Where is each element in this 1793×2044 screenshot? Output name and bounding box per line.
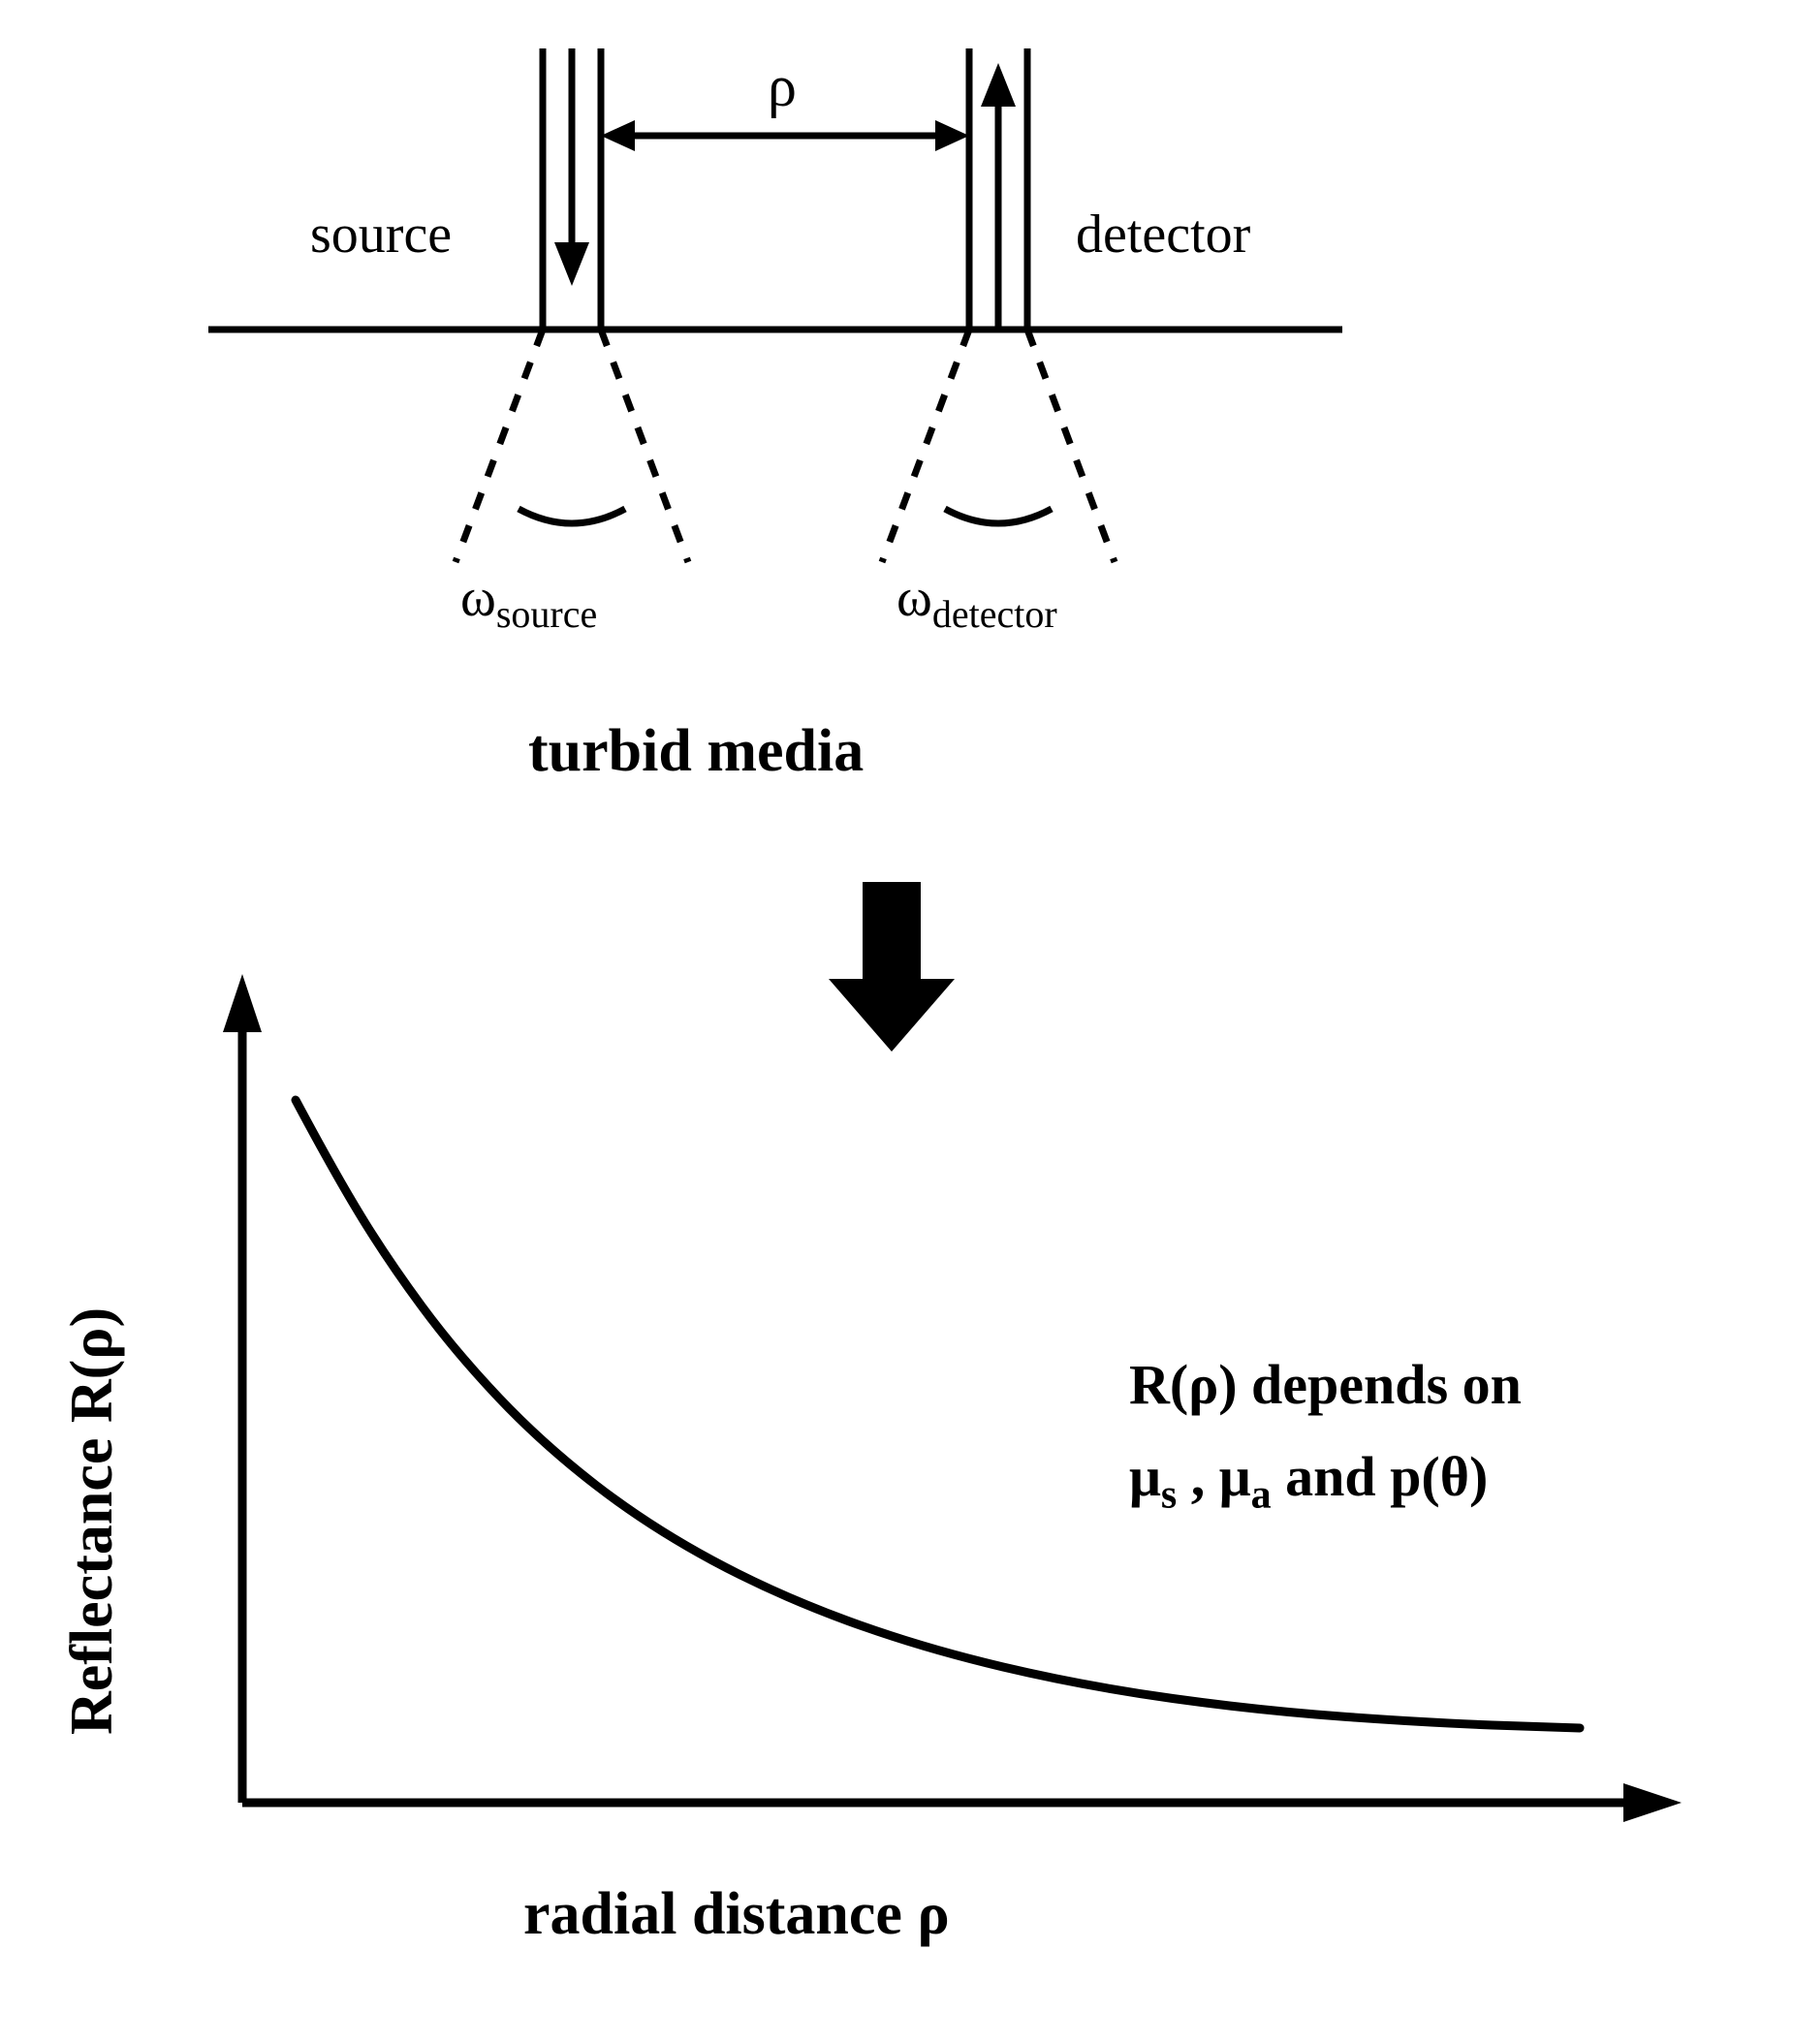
rho-label: ρ	[768, 53, 797, 120]
ylabel: Reflectance R(ρ)	[58, 1307, 127, 1735]
source-label: source	[310, 204, 452, 266]
omega-detector-sub: detector	[932, 592, 1057, 636]
annotation-line2: μs , μa and p(θ)	[1129, 1444, 1488, 1519]
mu-s-sub: s	[1161, 1473, 1177, 1518]
diagram-svg	[0, 0, 1793, 2044]
and-text: and	[1272, 1445, 1391, 1508]
omega-source-label: ωsource	[460, 567, 597, 637]
omega-detector-label: ωdetector	[896, 567, 1057, 637]
comma: ,	[1177, 1445, 1219, 1508]
turbid-media-label: turbid media	[528, 717, 864, 786]
omega-source-sub: source	[496, 592, 597, 636]
p-theta: p(θ)	[1390, 1445, 1488, 1508]
omega-source-main: ω	[460, 568, 496, 628]
mu-a-sub: a	[1251, 1473, 1272, 1518]
detector-label: detector	[1076, 204, 1250, 266]
annotation-line1: R(ρ) depends on	[1129, 1352, 1522, 1417]
omega-detector-main: ω	[896, 568, 932, 628]
xlabel: radial distance ρ	[523, 1880, 950, 1949]
mu-s-main: μ	[1129, 1445, 1161, 1508]
mu-a-main: μ	[1219, 1445, 1251, 1508]
